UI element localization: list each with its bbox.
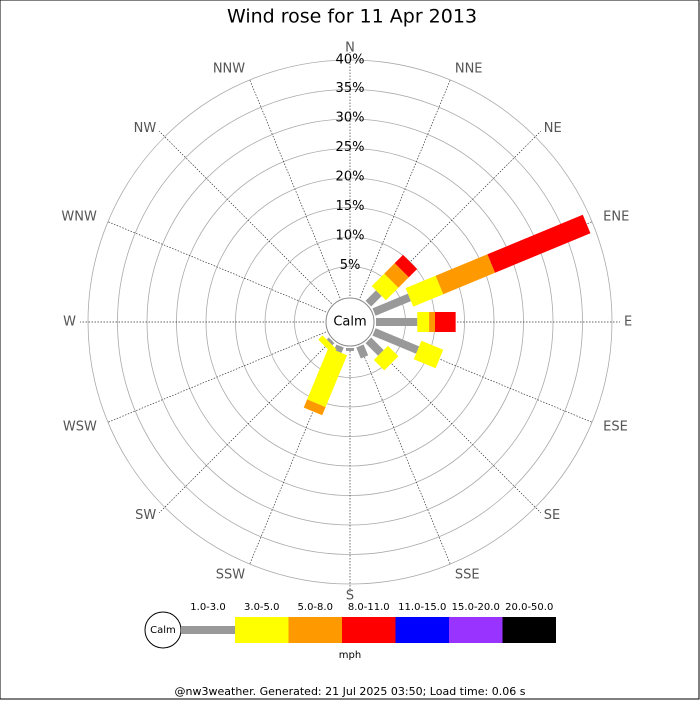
wind-bar — [429, 312, 435, 332]
r-tick-label: 20% — [336, 170, 365, 185]
direction-label: S — [346, 589, 354, 604]
spoke — [359, 345, 451, 565]
chart-title: Wind rose for 11 Apr 2013 — [227, 6, 477, 28]
wind-bar — [334, 344, 344, 354]
wind-bar — [318, 335, 337, 354]
legend-swatch — [502, 617, 556, 643]
legend-swatch — [342, 617, 396, 643]
legend-label: 8.0-11.0 — [348, 602, 390, 613]
wind-bar — [372, 293, 411, 316]
wind-bar — [417, 312, 430, 332]
legend-swatch — [288, 617, 342, 643]
wind-bar — [376, 318, 418, 326]
legend-swatch — [449, 617, 503, 643]
direction-label: WNW — [61, 210, 97, 225]
legend-label: 20.0-50.0 — [505, 602, 553, 613]
wind-bar — [435, 254, 496, 295]
legend-label: 5.0-8.0 — [298, 602, 333, 613]
wind-bar — [365, 290, 382, 307]
direction-label: SE — [544, 508, 560, 523]
legend-label: 1.0-3.0 — [190, 602, 225, 613]
wind-bar — [405, 275, 444, 307]
wind-bar — [373, 345, 399, 371]
direction-label: SW — [135, 508, 156, 523]
direction-label: NNW — [213, 61, 245, 76]
direction-label: W — [63, 315, 76, 330]
calm-label: Calm — [333, 315, 366, 330]
wind-bar — [303, 399, 326, 416]
direction-label: E — [624, 315, 632, 330]
wind-bar — [371, 273, 399, 301]
spoke — [249, 79, 341, 299]
direction-label: SSE — [455, 568, 480, 583]
legend-label: 15.0-20.0 — [452, 602, 500, 613]
legend-calm-label: Calm — [150, 625, 176, 636]
legend-swatch — [181, 626, 235, 634]
direction-label: NNE — [455, 61, 483, 76]
spoke — [107, 221, 327, 313]
grid-circle — [87, 59, 613, 585]
legend-swatch — [395, 617, 449, 643]
footer: @nw3weather. Generated: 21 Jul 2025 03:5… — [175, 685, 526, 698]
wind-bar — [326, 337, 335, 346]
wind-bar — [356, 344, 369, 359]
wind-bar — [372, 328, 420, 354]
wind-bar — [365, 337, 384, 356]
r-tick-label: 15% — [336, 199, 365, 214]
wind-bar — [384, 263, 409, 288]
wind-bar — [346, 348, 354, 351]
legend-label: 3.0-5.0 — [244, 602, 279, 613]
spoke — [107, 331, 327, 423]
direction-label: ESE — [603, 419, 628, 434]
wind-bar — [307, 347, 348, 408]
r-tick-label: 40% — [336, 53, 365, 68]
wind-bar — [487, 214, 591, 273]
wind-bar — [413, 340, 444, 369]
grid-circle — [117, 89, 583, 555]
legend-swatch — [235, 617, 289, 643]
direction-label: SSW — [216, 568, 246, 583]
direction-label: WSW — [63, 419, 97, 434]
wind-bar — [435, 312, 456, 332]
legend-label: 11.0-15.0 — [398, 602, 446, 613]
legend-unit: mph — [339, 650, 361, 661]
wind-bar — [394, 254, 418, 278]
spoke — [359, 79, 451, 299]
direction-label: ENE — [603, 210, 629, 225]
r-tick-label: 25% — [336, 140, 365, 155]
direction-label: N — [345, 41, 355, 56]
direction-label: NE — [544, 121, 562, 136]
calm-circle — [325, 297, 375, 347]
direction-label: NW — [134, 121, 157, 136]
